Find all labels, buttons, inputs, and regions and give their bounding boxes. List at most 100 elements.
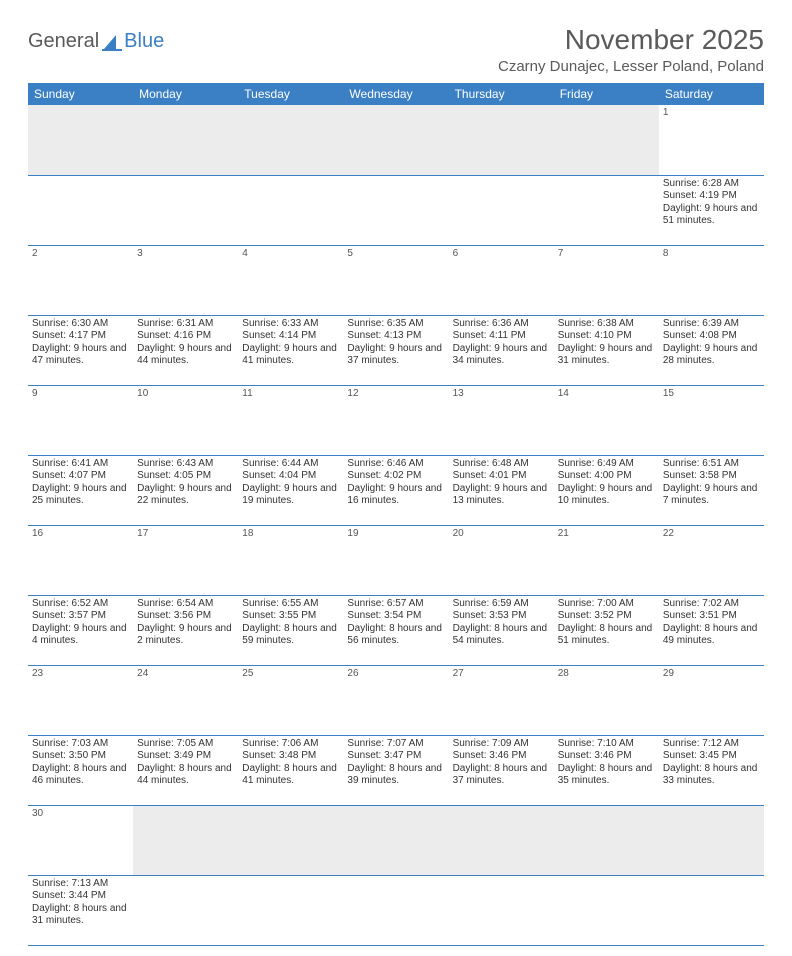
day-detail-cell: Sunrise: 6:33 AMSunset: 4:14 PMDaylight:… [238, 315, 343, 385]
day-number-cell: 2 [28, 245, 133, 315]
header: General Blue November 2025 Czarny Dunaje… [28, 24, 764, 75]
day-detail-cell [133, 175, 238, 245]
day-detail-cell: Sunrise: 6:38 AMSunset: 4:10 PMDaylight:… [554, 315, 659, 385]
sunrise-line: Sunrise: 6:54 AM [137, 598, 234, 611]
sunrise-line: Sunrise: 7:00 AM [558, 598, 655, 611]
day-number-cell: 11 [238, 385, 343, 455]
day-detail-cell [449, 875, 554, 945]
day-detail-cell: Sunrise: 6:57 AMSunset: 3:54 PMDaylight:… [343, 595, 448, 665]
sunset-line: Sunset: 4:13 PM [347, 330, 444, 343]
day-number-cell [238, 105, 343, 175]
daylight-line: Daylight: 9 hours and 51 minutes. [663, 203, 760, 228]
location: Czarny Dunajec, Lesser Poland, Poland [498, 58, 764, 75]
sunrise-line: Sunrise: 6:38 AM [558, 318, 655, 331]
weekday-header: Wednesday [343, 83, 448, 105]
daylight-line: Daylight: 8 hours and 54 minutes. [453, 623, 550, 648]
day-number-cell: 1 [659, 105, 764, 175]
sunrise-line: Sunrise: 6:39 AM [663, 318, 760, 331]
day-detail-cell [238, 175, 343, 245]
day-number-cell [343, 805, 448, 875]
day-detail-cell: Sunrise: 6:30 AMSunset: 4:17 PMDaylight:… [28, 315, 133, 385]
day-detail-cell: Sunrise: 7:00 AMSunset: 3:52 PMDaylight:… [554, 595, 659, 665]
sunrise-line: Sunrise: 6:31 AM [137, 318, 234, 331]
weekday-header: Sunday [28, 83, 133, 105]
day-detail-cell [554, 875, 659, 945]
sunrise-line: Sunrise: 7:05 AM [137, 738, 234, 751]
day-detail-cell: Sunrise: 6:49 AMSunset: 4:00 PMDaylight:… [554, 455, 659, 525]
daylight-line: Daylight: 9 hours and 16 minutes. [347, 483, 444, 508]
daylight-line: Daylight: 9 hours and 28 minutes. [663, 343, 760, 368]
month-title: November 2025 [498, 24, 764, 56]
day-number-cell: 9 [28, 385, 133, 455]
day-number-cell: 26 [343, 665, 448, 735]
day-number-cell: 8 [659, 245, 764, 315]
day-number-row: 16171819202122 [28, 525, 764, 595]
weekday-header: Thursday [449, 83, 554, 105]
sunrise-line: Sunrise: 7:09 AM [453, 738, 550, 751]
sunrise-line: Sunrise: 6:35 AM [347, 318, 444, 331]
sunrise-line: Sunrise: 6:36 AM [453, 318, 550, 331]
day-number-cell [133, 105, 238, 175]
daylight-line: Daylight: 8 hours and 56 minutes. [347, 623, 444, 648]
day-detail-cell: Sunrise: 6:28 AMSunset: 4:19 PMDaylight:… [659, 175, 764, 245]
daylight-line: Daylight: 9 hours and 34 minutes. [453, 343, 550, 368]
sunrise-line: Sunrise: 7:07 AM [347, 738, 444, 751]
calendar-page: General Blue November 2025 Czarny Dunaje… [0, 0, 792, 956]
day-number-cell: 29 [659, 665, 764, 735]
day-number-cell: 13 [449, 385, 554, 455]
daylight-line: Daylight: 9 hours and 37 minutes. [347, 343, 444, 368]
day-detail-cell [343, 875, 448, 945]
sunset-line: Sunset: 4:04 PM [242, 470, 339, 483]
day-detail-cell [554, 175, 659, 245]
sunset-line: Sunset: 3:44 PM [32, 890, 129, 903]
daylight-line: Daylight: 9 hours and 22 minutes. [137, 483, 234, 508]
sunrise-line: Sunrise: 6:28 AM [663, 178, 760, 191]
day-detail-cell: Sunrise: 7:02 AMSunset: 3:51 PMDaylight:… [659, 595, 764, 665]
day-detail-cell [343, 175, 448, 245]
day-number-cell [554, 105, 659, 175]
sunrise-line: Sunrise: 6:48 AM [453, 458, 550, 471]
weekday-header-row: Sunday Monday Tuesday Wednesday Thursday… [28, 83, 764, 105]
logo-text-1: General [28, 30, 99, 53]
sunset-line: Sunset: 4:10 PM [558, 330, 655, 343]
day-number-cell: 20 [449, 525, 554, 595]
daylight-line: Daylight: 8 hours and 41 minutes. [242, 763, 339, 788]
sunset-line: Sunset: 4:17 PM [32, 330, 129, 343]
day-number-cell: 28 [554, 665, 659, 735]
sunset-line: Sunset: 4:08 PM [663, 330, 760, 343]
daylight-line: Daylight: 8 hours and 44 minutes. [137, 763, 234, 788]
sunset-line: Sunset: 3:45 PM [663, 750, 760, 763]
calendar-table: Sunday Monday Tuesday Wednesday Thursday… [28, 83, 764, 946]
logo: General Blue [28, 24, 164, 53]
title-block: November 2025 Czarny Dunajec, Lesser Pol… [498, 24, 764, 75]
day-detail-cell: Sunrise: 7:03 AMSunset: 3:50 PMDaylight:… [28, 735, 133, 805]
sunrise-line: Sunrise: 7:13 AM [32, 878, 129, 891]
day-number-cell: 6 [449, 245, 554, 315]
sunset-line: Sunset: 3:48 PM [242, 750, 339, 763]
day-detail-cell: Sunrise: 7:07 AMSunset: 3:47 PMDaylight:… [343, 735, 448, 805]
day-number-cell: 16 [28, 525, 133, 595]
day-number-cell [449, 805, 554, 875]
weekday-header: Tuesday [238, 83, 343, 105]
sunset-line: Sunset: 4:02 PM [347, 470, 444, 483]
sunrise-line: Sunrise: 6:51 AM [663, 458, 760, 471]
sunset-line: Sunset: 3:50 PM [32, 750, 129, 763]
day-number-cell: 10 [133, 385, 238, 455]
day-detail-cell: Sunrise: 6:44 AMSunset: 4:04 PMDaylight:… [238, 455, 343, 525]
day-number-cell [133, 805, 238, 875]
day-detail-cell: Sunrise: 7:05 AMSunset: 3:49 PMDaylight:… [133, 735, 238, 805]
day-detail-cell: Sunrise: 7:09 AMSunset: 3:46 PMDaylight:… [449, 735, 554, 805]
daylight-line: Daylight: 9 hours and 19 minutes. [242, 483, 339, 508]
day-detail-cell [659, 875, 764, 945]
daylight-line: Daylight: 8 hours and 33 minutes. [663, 763, 760, 788]
day-number-row: 1 [28, 105, 764, 175]
daylight-line: Daylight: 8 hours and 37 minutes. [453, 763, 550, 788]
day-number-cell: 19 [343, 525, 448, 595]
daylight-line: Daylight: 9 hours and 7 minutes. [663, 483, 760, 508]
day-number-cell: 27 [449, 665, 554, 735]
daylight-line: Daylight: 8 hours and 39 minutes. [347, 763, 444, 788]
daylight-line: Daylight: 9 hours and 10 minutes. [558, 483, 655, 508]
logo-text-2: Blue [124, 30, 164, 53]
day-detail-row: Sunrise: 6:52 AMSunset: 3:57 PMDaylight:… [28, 595, 764, 665]
day-detail-cell: Sunrise: 6:31 AMSunset: 4:16 PMDaylight:… [133, 315, 238, 385]
